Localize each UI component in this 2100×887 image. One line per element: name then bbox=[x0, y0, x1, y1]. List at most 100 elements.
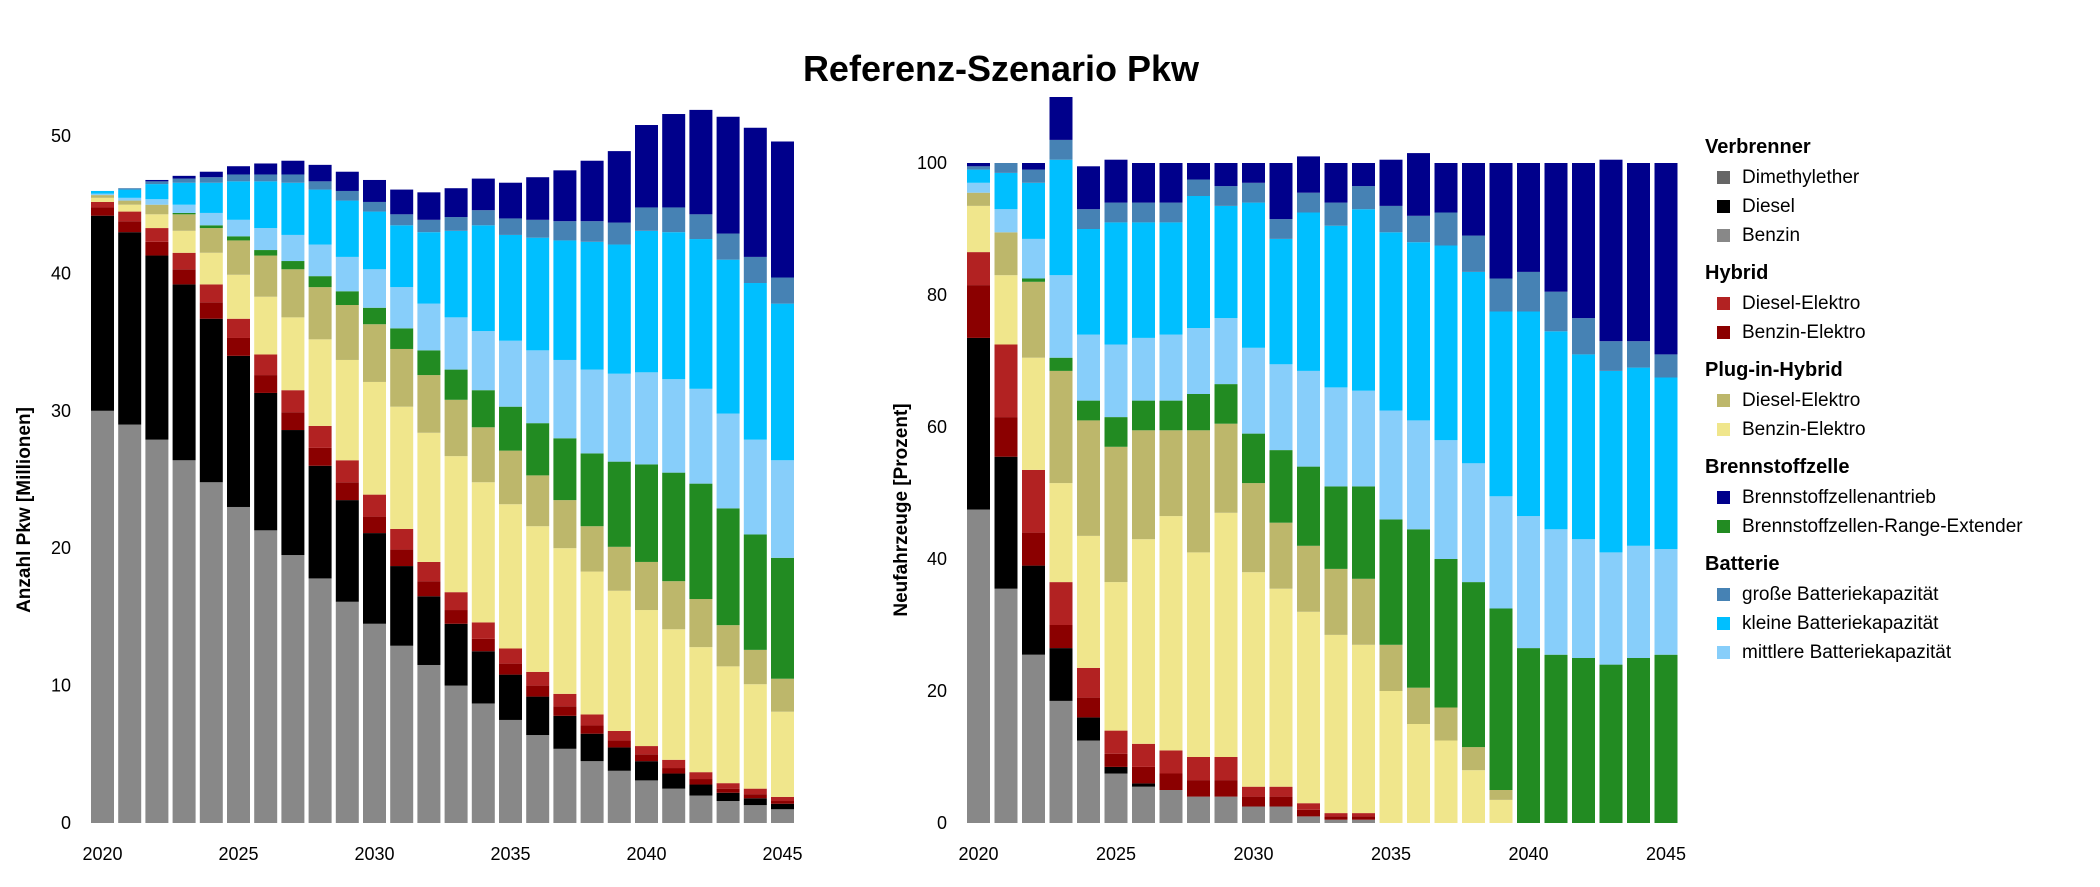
left-bar-segment bbox=[499, 663, 522, 675]
right-bar-segment bbox=[1214, 423, 1238, 513]
right-bar-segment bbox=[994, 417, 1018, 457]
left-bar-segment bbox=[580, 714, 604, 726]
right-bar-segment bbox=[1077, 667, 1100, 698]
left-bar-segment bbox=[199, 171, 223, 178]
right-bar-segment bbox=[967, 509, 990, 823]
left-bar-segment bbox=[444, 623, 468, 686]
left-bar-segment bbox=[335, 359, 359, 461]
left-bar-segment bbox=[771, 141, 794, 278]
right-bar-segment bbox=[967, 337, 990, 510]
legend-swatch bbox=[1717, 491, 1730, 504]
right-bar-segment bbox=[1159, 163, 1183, 203]
right-bar-segment bbox=[1214, 205, 1238, 319]
left-x-tick-label: 2035 bbox=[490, 844, 530, 864]
right-bar-segment bbox=[1352, 486, 1375, 579]
left-bar-segment bbox=[254, 375, 278, 393]
right-bar-segment bbox=[1104, 446, 1128, 583]
right-bar-segment bbox=[1434, 440, 1458, 559]
left-bar-segment bbox=[471, 178, 495, 211]
right-bar-segment bbox=[1324, 486, 1348, 569]
left-bar-segment bbox=[281, 269, 305, 318]
right-y-axis-title: Neufahrzeuge [Prozent] bbox=[891, 403, 912, 616]
left-bar-segment bbox=[580, 221, 604, 242]
right-bar-segment bbox=[1297, 803, 1320, 810]
right-x-tick-label: 2040 bbox=[1508, 844, 1548, 864]
right-y-tick-label: 80 bbox=[927, 285, 947, 305]
right-bar-segment bbox=[1187, 196, 1210, 328]
left-bar-segment bbox=[526, 685, 550, 697]
left-x-tick-label: 2045 bbox=[762, 844, 802, 864]
right-bar-segment bbox=[1489, 608, 1513, 790]
left-bar-segment bbox=[635, 207, 658, 231]
left-bar-segment bbox=[499, 340, 522, 407]
left-x-tick-label: 2040 bbox=[626, 844, 666, 864]
left-bar-segment bbox=[91, 197, 114, 202]
right-bar-segment bbox=[1462, 235, 1485, 272]
legend-item: Brennstoffzellen-Range-Extender bbox=[1705, 512, 2095, 541]
left-bar-segment bbox=[118, 197, 142, 201]
left-bar-segment bbox=[254, 181, 278, 229]
right-bar-segment bbox=[1434, 245, 1458, 441]
left-bar-segment bbox=[199, 318, 223, 483]
right-bar-segment bbox=[1544, 654, 1568, 823]
left-bar-segment bbox=[743, 798, 767, 806]
legend-item: kleine Batteriekapazität bbox=[1705, 609, 2095, 638]
left-bar-segment bbox=[335, 601, 359, 823]
right-bar-segment bbox=[1324, 163, 1348, 203]
right-bar-segment bbox=[1049, 625, 1073, 649]
right-bar-segment bbox=[1489, 278, 1513, 312]
left-bar-segment bbox=[199, 252, 223, 285]
right-bar-segment bbox=[1132, 430, 1155, 540]
left-bar-segment bbox=[390, 549, 414, 567]
left-bar-segment bbox=[417, 664, 441, 823]
left-bar-segment bbox=[227, 236, 250, 241]
left-bar-segment bbox=[308, 276, 332, 288]
left-bar-segment bbox=[227, 181, 250, 220]
right-bar-segment bbox=[1654, 377, 1678, 550]
right-bar-segment bbox=[1352, 813, 1375, 817]
right-bar-segment bbox=[1132, 202, 1155, 223]
legend-item: große Batteriekapazität bbox=[1705, 580, 2095, 609]
right-bar-segment bbox=[1269, 238, 1293, 365]
left-bar-segment bbox=[771, 803, 794, 810]
right-bar-segment bbox=[1214, 512, 1238, 757]
right-bar-segment bbox=[1214, 163, 1238, 187]
legend-swatch bbox=[1717, 171, 1730, 184]
left-bar-segment bbox=[689, 483, 713, 600]
left-bar-segment bbox=[145, 179, 169, 182]
right-bar-segment bbox=[1187, 757, 1210, 781]
left-bar-segment bbox=[499, 648, 522, 664]
right-bar-segment bbox=[1187, 179, 1210, 196]
right-bar-segment bbox=[1352, 209, 1375, 391]
left-bar-segment bbox=[254, 392, 278, 531]
right-bar-segment bbox=[1324, 819, 1348, 823]
left-bar-segment bbox=[172, 182, 196, 205]
right-bar-segment bbox=[1517, 271, 1540, 312]
left-bar-segment bbox=[607, 461, 631, 547]
left-bar-segment bbox=[335, 291, 359, 306]
right-bar-segment bbox=[1077, 229, 1100, 335]
right-bar-segment bbox=[1242, 796, 1265, 807]
right-bar-segment bbox=[1132, 786, 1155, 823]
right-bar-segment bbox=[967, 169, 990, 183]
right-bar-segment bbox=[1022, 532, 1045, 566]
left-bar-segment bbox=[254, 354, 278, 376]
right-bar-segment bbox=[1379, 232, 1403, 411]
left-bar-segment bbox=[553, 500, 577, 549]
right-bar-segment bbox=[1434, 163, 1458, 213]
left-y-tick-label: 50 bbox=[51, 126, 71, 146]
left-bar-segment bbox=[335, 256, 359, 292]
left-bar-segment bbox=[553, 693, 577, 707]
right-bar-segment bbox=[1544, 291, 1568, 332]
left-bar-segment bbox=[363, 324, 386, 382]
left-bar-segment bbox=[553, 715, 577, 749]
legend-swatch bbox=[1717, 326, 1730, 339]
right-bar-segment bbox=[1187, 163, 1210, 180]
right-bar-segment bbox=[1242, 572, 1265, 787]
right-bar-segment bbox=[1627, 367, 1650, 546]
left-bar-segment bbox=[743, 283, 767, 440]
left-bar-segment bbox=[227, 240, 250, 275]
left-bar-segment bbox=[363, 381, 386, 495]
left-bar-segment bbox=[662, 768, 686, 774]
left-bar-segment bbox=[199, 228, 223, 253]
